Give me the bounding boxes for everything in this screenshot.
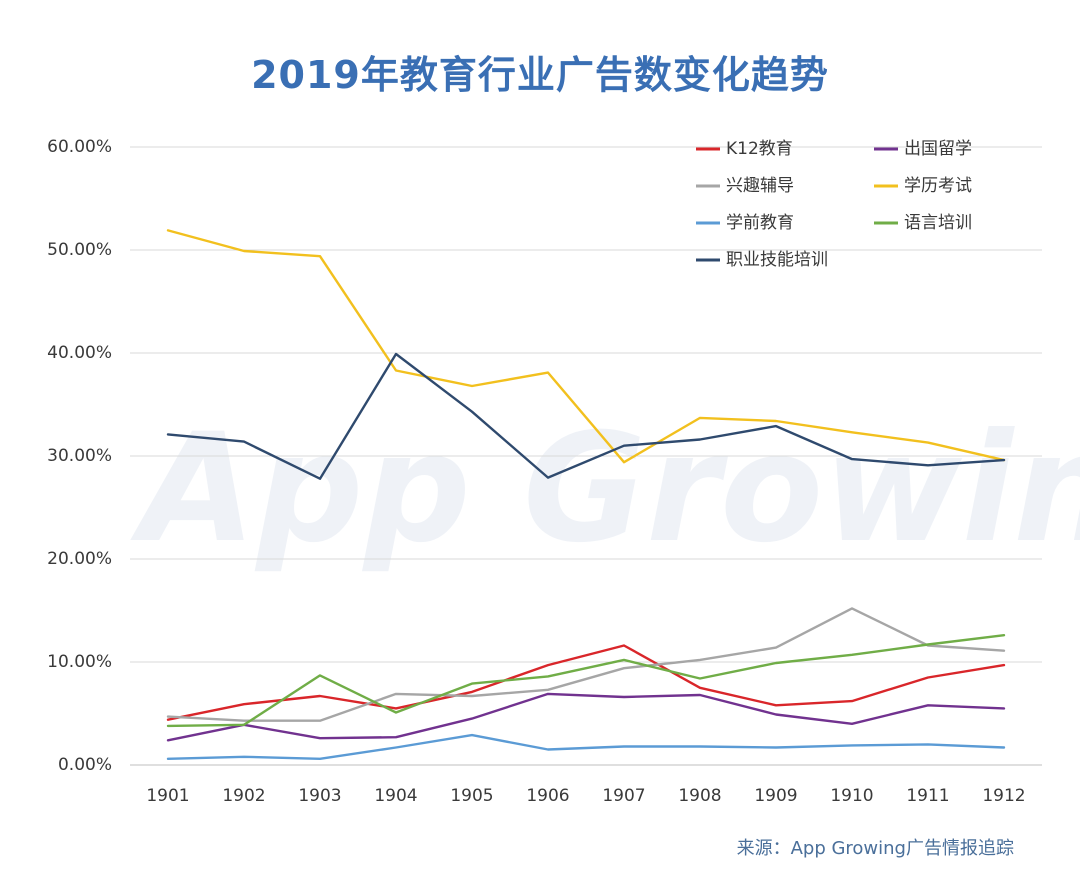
y-tick-label: 40.00% [47, 343, 112, 363]
y-tick-label: 50.00% [47, 240, 112, 260]
series-layer [166, 229, 1006, 760]
x-tick-label: 1903 [298, 786, 341, 806]
series-line [166, 692, 1006, 742]
y-tick-label: 30.00% [47, 446, 112, 466]
legend-label: 职业技能培训 [726, 250, 828, 270]
x-tick-label: 1909 [754, 786, 797, 806]
legend-label: 学历考试 [904, 176, 972, 196]
x-tick-label: 1901 [146, 786, 189, 806]
x-tick-label: 1905 [450, 786, 493, 806]
x-tick-label: 1908 [678, 786, 721, 806]
x-tick-label: 1906 [526, 786, 569, 806]
grid-layer [130, 146, 1042, 766]
series-line [166, 733, 1006, 760]
x-tick-label: 1902 [222, 786, 265, 806]
series-line [166, 607, 1006, 722]
chart-title: 2019年教育行业广告数变化趋势 [251, 53, 829, 97]
x-tick-label: 1912 [982, 786, 1025, 806]
series-line [166, 644, 1006, 721]
series-line [166, 352, 1006, 480]
y-tick-label: 10.00% [47, 652, 112, 672]
legend-label: 出国留学 [904, 139, 972, 159]
legend-label: K12教育 [726, 139, 793, 159]
watermark-text: App Growing [130, 402, 1080, 576]
y-tick-label: 0.00% [58, 755, 112, 775]
x-axis-ticks: 1901 1902 1903 1904 1905 1906 1907 1908 1909 1910… [146, 786, 1025, 806]
x-tick-label: 1910 [830, 786, 873, 806]
x-tick-label: 1907 [602, 786, 645, 806]
x-tick-label: 1911 [906, 786, 949, 806]
y-tick-label: 60.00% [47, 137, 112, 157]
legend-label: 语言培训 [904, 213, 972, 233]
x-tick-label: 1904 [374, 786, 417, 806]
legend-label: 学前教育 [726, 213, 794, 233]
series-line [166, 634, 1006, 728]
series-line [166, 229, 1006, 464]
legend-label: 兴趣辅导 [726, 176, 794, 196]
y-axis-ticks: 0.00% 10.00% 20.00% 30.00% 40.00% 50.00% 60.00… [47, 137, 112, 775]
y-tick-label: 20.00% [47, 549, 112, 569]
source-note: 来源：App Growing广告情报追踪 [736, 838, 1014, 859]
